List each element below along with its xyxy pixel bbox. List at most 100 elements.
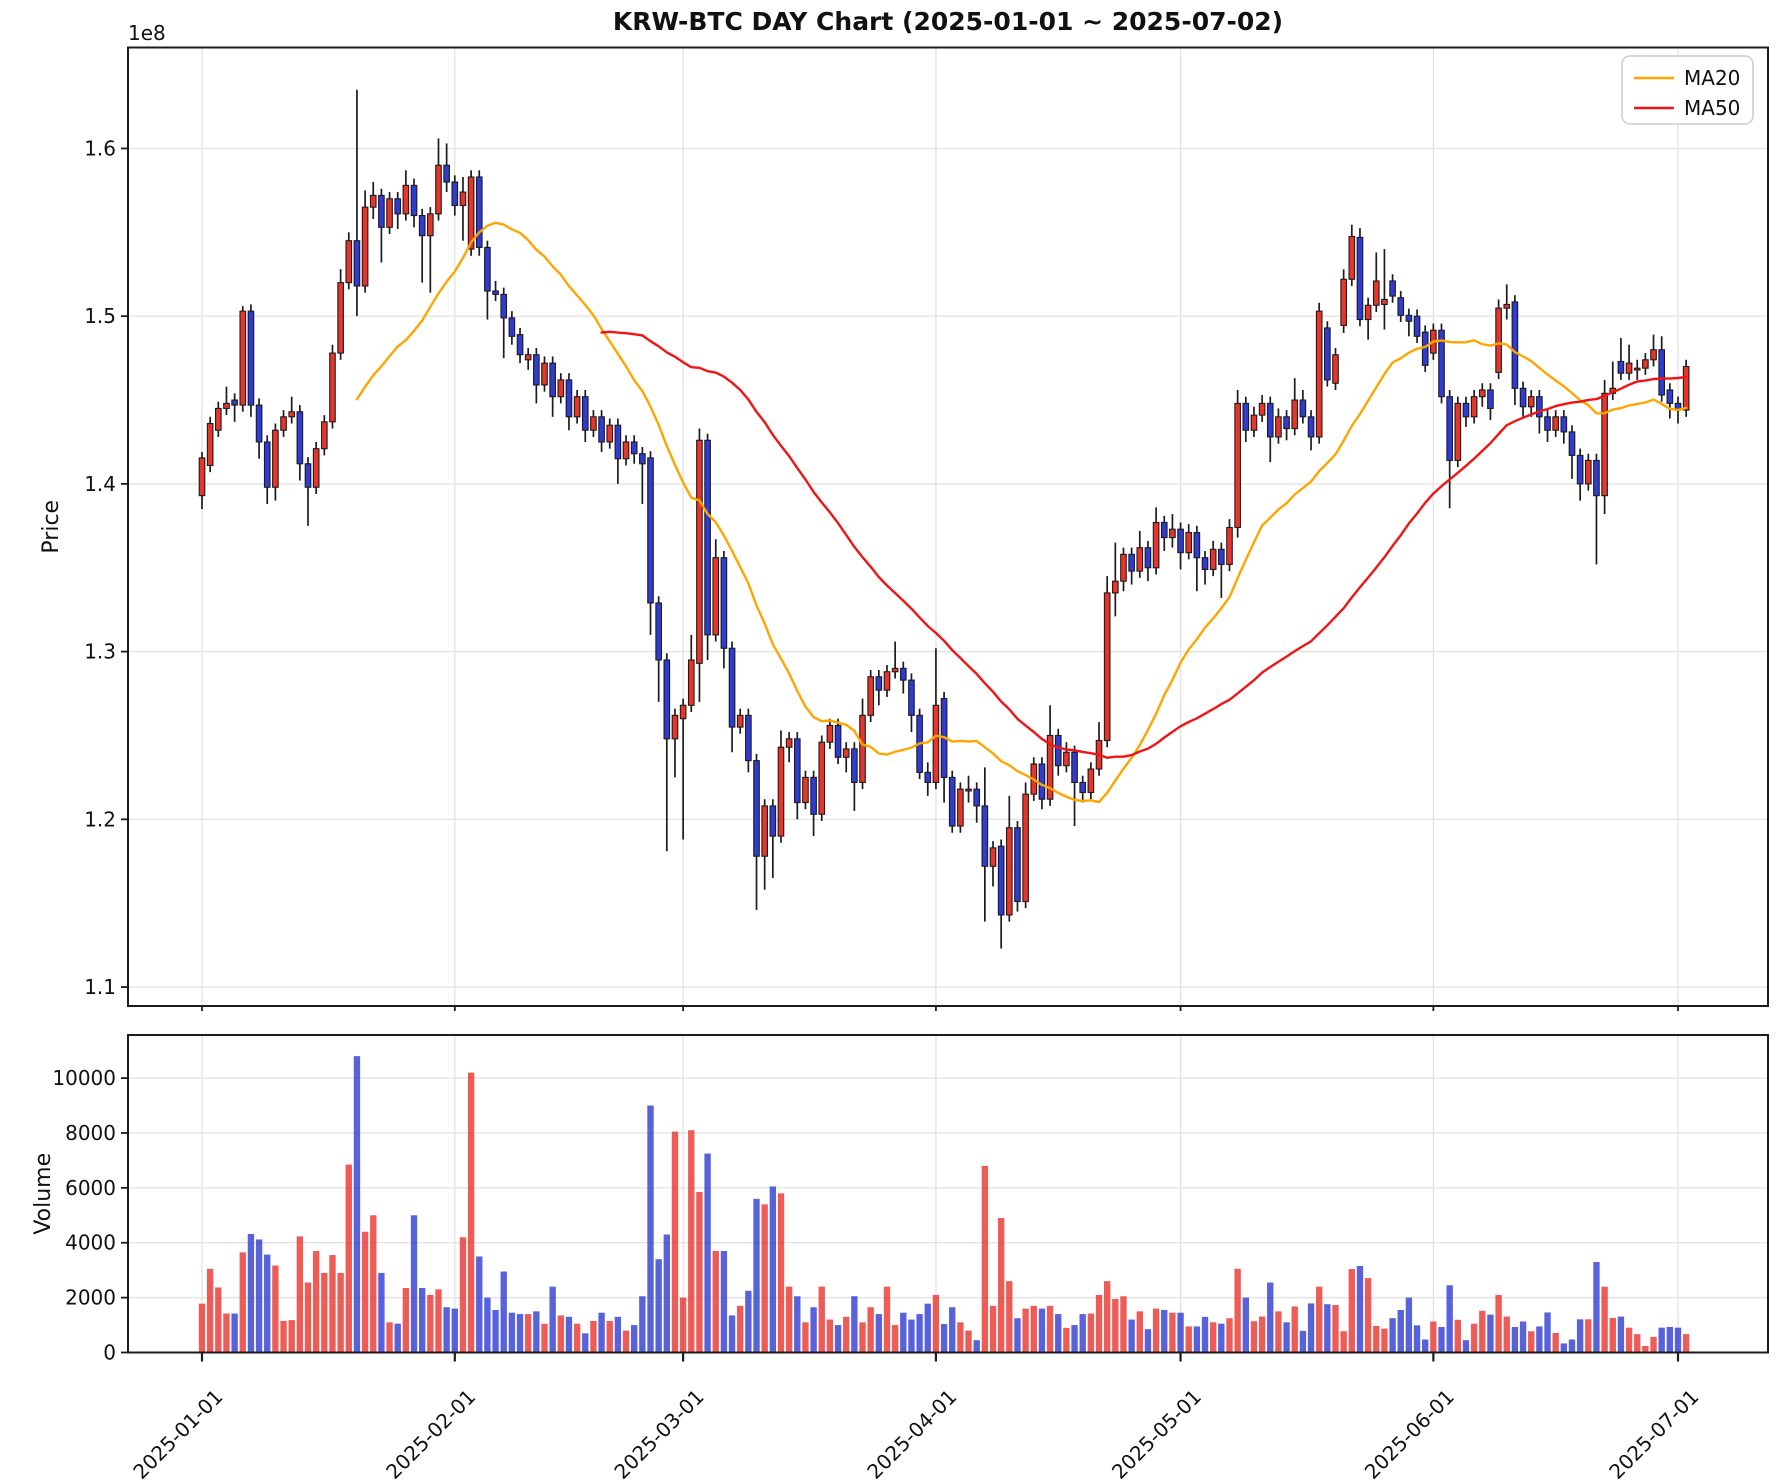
volume-bar <box>631 1325 638 1353</box>
volume-bar <box>476 1256 483 1353</box>
volume-bar <box>386 1322 393 1353</box>
volume-bar <box>1250 1321 1258 1353</box>
volume-bar <box>924 1303 931 1353</box>
volume-bar <box>769 1186 777 1353</box>
candle-body-down <box>231 399 238 406</box>
candle <box>1405 308 1413 337</box>
candle-body-down <box>704 439 711 636</box>
volume-bar <box>1373 1326 1380 1353</box>
candle <box>288 396 296 424</box>
candle <box>1291 378 1299 436</box>
volume-bar <box>459 1237 467 1353</box>
volume-bar <box>1397 1309 1404 1353</box>
candle-body-up <box>1584 459 1592 485</box>
candle-body-up <box>1552 416 1560 431</box>
candle <box>1112 542 1119 617</box>
volume-bar <box>1144 1329 1152 1353</box>
candle-body-down <box>418 215 426 237</box>
price-panel <box>127 46 1769 1007</box>
candle <box>1511 295 1519 406</box>
candle <box>1103 576 1111 748</box>
candle <box>736 708 744 734</box>
candle <box>231 393 238 422</box>
volume-bar <box>753 1198 760 1353</box>
volume-bar <box>565 1316 573 1353</box>
candle-body-up <box>1381 298 1388 305</box>
candle <box>834 718 842 764</box>
volume-bar <box>932 1294 940 1353</box>
volume-bar <box>1454 1319 1462 1353</box>
candle-body-up <box>736 714 744 728</box>
volume-bar <box>394 1323 401 1353</box>
volume-bar <box>361 1231 369 1353</box>
candle-body-up <box>1234 402 1241 529</box>
candle-body-down <box>614 424 622 460</box>
candle-body-down <box>1201 557 1209 570</box>
candle <box>1226 519 1233 572</box>
candle-body-up <box>1250 414 1258 431</box>
candle <box>1014 821 1021 912</box>
candle <box>647 451 654 635</box>
volume-ytick-label: 0 <box>103 1341 116 1365</box>
candle-body-down <box>1519 387 1527 408</box>
candle-body-down <box>834 724 842 758</box>
candle-body-down <box>875 676 883 691</box>
candle-body-down <box>1038 763 1046 800</box>
candle-body-down <box>745 714 752 762</box>
candle-body-up <box>524 354 532 361</box>
candle <box>965 775 972 803</box>
volume-bar <box>663 1234 670 1353</box>
candle-body-down <box>304 463 312 488</box>
candle-body-up <box>541 362 548 386</box>
candle-body-down <box>443 164 450 183</box>
candle-body-down <box>924 771 932 783</box>
candle <box>320 415 328 456</box>
candle <box>418 208 426 283</box>
price-ytick-label: 1.2 <box>84 807 116 831</box>
candle-body-down <box>378 194 385 228</box>
candle-body-down <box>948 776 956 827</box>
volume-bars <box>198 1056 1690 1353</box>
candle <box>1381 249 1388 330</box>
candle <box>541 356 548 392</box>
candle-body-down <box>475 176 483 248</box>
volume-bar <box>1038 1308 1046 1353</box>
candle <box>206 416 214 473</box>
candle <box>573 389 581 424</box>
volume-bar <box>1389 1318 1396 1353</box>
candle <box>1071 745 1078 827</box>
candle <box>443 143 450 193</box>
candle <box>606 418 614 449</box>
candle <box>353 89 361 317</box>
price-ytick-label: 1.5 <box>84 304 116 328</box>
volume-bar <box>451 1308 458 1353</box>
volume-bar <box>875 1314 883 1353</box>
candle <box>427 207 434 293</box>
candle-body-up <box>1275 416 1282 438</box>
candle-body-up <box>1340 278 1347 326</box>
candle <box>394 192 402 229</box>
volume-bar <box>1022 1308 1029 1353</box>
candle <box>908 673 915 733</box>
candle-body-down <box>451 181 459 207</box>
volume-bar <box>1642 1345 1649 1353</box>
volume-bar <box>598 1312 605 1353</box>
candle-body-down <box>973 788 981 807</box>
volume-bar <box>851 1296 858 1353</box>
volume-bar <box>1112 1298 1119 1353</box>
candle <box>1201 550 1209 585</box>
candle <box>1413 309 1421 344</box>
candle-body-down <box>353 240 361 287</box>
volume-bar <box>737 1305 744 1353</box>
candle <box>312 441 320 494</box>
candle <box>1478 383 1486 407</box>
candle-body-up <box>606 424 614 443</box>
candle-body-down <box>1666 389 1674 404</box>
candle-body-up <box>818 741 826 815</box>
candle-body-up <box>1332 354 1339 384</box>
volume-bar <box>761 1204 768 1353</box>
price-ytick-label: 1.4 <box>84 472 116 496</box>
ma50-line <box>600 330 1688 759</box>
candle-body-up <box>1258 402 1266 416</box>
volume-bar <box>777 1193 785 1353</box>
